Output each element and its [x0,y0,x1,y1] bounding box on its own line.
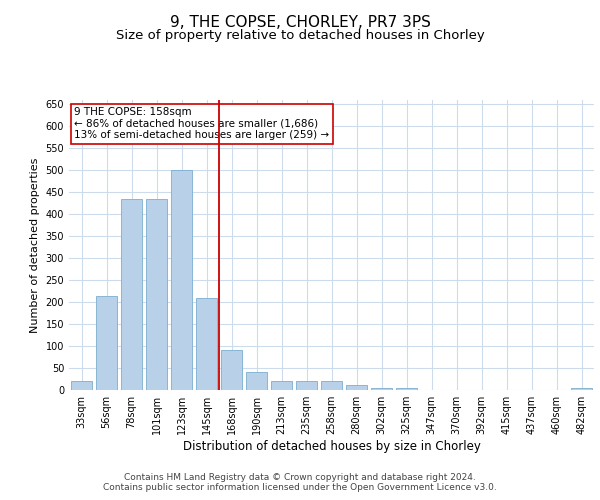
Bar [71,381,92,390]
Bar [571,388,592,390]
Bar [246,372,267,390]
Text: Size of property relative to detached houses in Chorley: Size of property relative to detached ho… [116,30,484,43]
X-axis label: Distribution of detached houses by size in Chorley: Distribution of detached houses by size … [182,440,481,453]
Bar [121,199,142,390]
Text: Contains HM Land Registry data © Crown copyright and database right 2024.
Contai: Contains HM Land Registry data © Crown c… [103,473,497,492]
Bar [296,381,317,390]
Bar [371,388,392,390]
Bar [346,384,367,390]
Bar [171,170,192,390]
Bar [396,388,417,390]
Bar [146,199,167,390]
Bar [196,298,217,390]
Bar [271,381,292,390]
Text: 9 THE COPSE: 158sqm
← 86% of detached houses are smaller (1,686)
13% of semi-det: 9 THE COPSE: 158sqm ← 86% of detached ho… [74,108,329,140]
Bar [221,350,242,390]
Y-axis label: Number of detached properties: Number of detached properties [30,158,40,332]
Bar [321,381,342,390]
Bar [96,296,117,390]
Text: 9, THE COPSE, CHORLEY, PR7 3PS: 9, THE COPSE, CHORLEY, PR7 3PS [170,15,430,30]
